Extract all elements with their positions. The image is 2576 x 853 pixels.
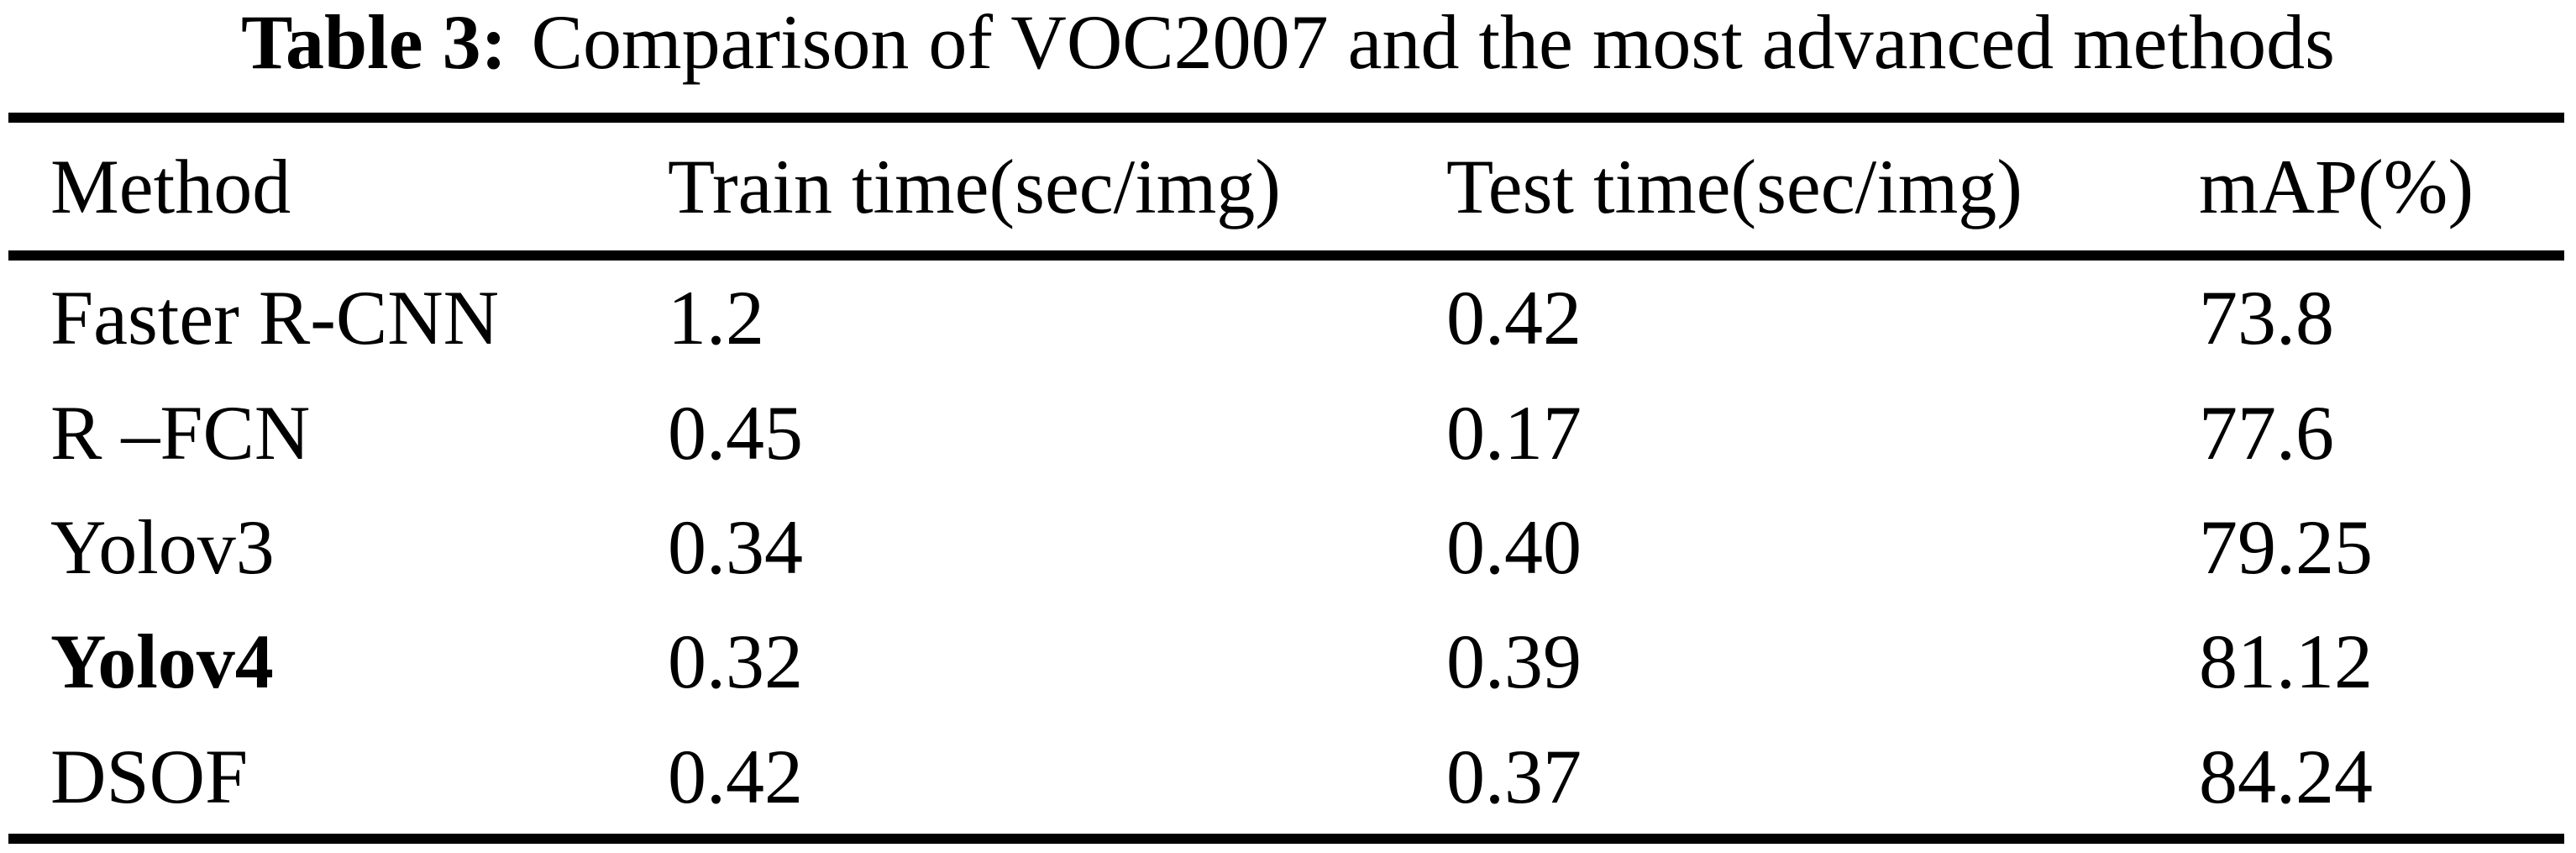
table-row: Yolov3 0.34 0.40 79.25 xyxy=(0,490,2576,604)
cell-map: 77.6 xyxy=(2199,389,2334,476)
top-rule xyxy=(8,113,2564,123)
table-body: Faster R-CNN 1.2 0.42 73.8 R –FCN 0.45 0… xyxy=(0,261,2576,834)
cell-test-time: 0.40 xyxy=(1446,504,1582,591)
caption-text: Comparison of VOC2007 and the most advan… xyxy=(531,0,2335,85)
cell-method: Yolov4 xyxy=(50,619,274,705)
cell-method: R –FCN xyxy=(50,389,311,476)
cell-train-time: 0.45 xyxy=(668,389,803,476)
cell-train-time: 0.34 xyxy=(668,504,803,591)
cell-map: 84.24 xyxy=(2199,733,2373,819)
cell-train-time: 0.42 xyxy=(668,733,803,819)
header-rule xyxy=(8,250,2564,261)
cell-method: DSOF xyxy=(50,733,249,819)
cell-method: Yolov3 xyxy=(50,504,275,591)
cell-map: 73.8 xyxy=(2199,275,2334,361)
table-row: Faster R-CNN 1.2 0.42 73.8 xyxy=(0,261,2576,375)
table-row: Yolov4 0.32 0.39 81.12 xyxy=(0,604,2576,719)
header-test-time: Test time(sec/img) xyxy=(1446,144,2023,229)
header-train-time: Train time(sec/img) xyxy=(668,144,1281,229)
table-header-row: Method Train time(sec/img) Test time(sec… xyxy=(0,123,2576,250)
table-row: DSOF 0.42 0.37 84.24 xyxy=(0,719,2576,834)
cell-test-time: 0.39 xyxy=(1446,619,1582,705)
cell-test-time: 0.17 xyxy=(1446,389,1582,476)
cell-test-time: 0.37 xyxy=(1446,733,1582,819)
cell-method: Faster R-CNN xyxy=(50,275,500,361)
table-row: R –FCN 0.45 0.17 77.6 xyxy=(0,375,2576,489)
caption-label: Table 3: xyxy=(241,0,507,85)
bottom-rule xyxy=(8,834,2564,844)
header-method: Method xyxy=(50,144,291,229)
cell-train-time: 0.32 xyxy=(668,619,803,705)
header-map: mAP(%) xyxy=(2199,144,2474,229)
cell-map: 81.12 xyxy=(2199,619,2373,705)
cell-test-time: 0.42 xyxy=(1446,275,1582,361)
cell-train-time: 1.2 xyxy=(668,275,764,361)
table-caption: Table 3: Comparison of VOC2007 and the mo… xyxy=(0,0,2576,84)
cell-map: 79.25 xyxy=(2199,504,2373,591)
